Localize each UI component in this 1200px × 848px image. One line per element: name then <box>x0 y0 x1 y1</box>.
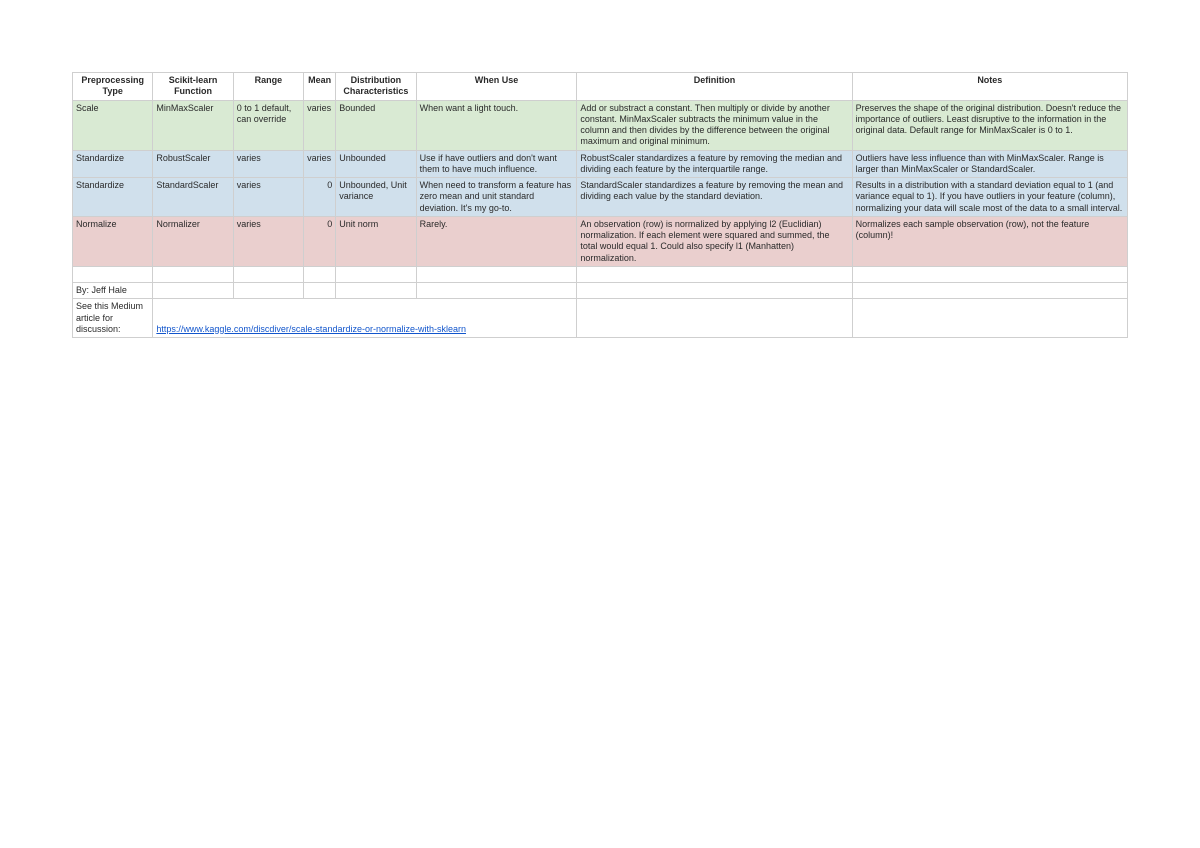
cell-0-1: MinMaxScaler <box>153 100 233 150</box>
cell-1-3: varies <box>304 150 336 178</box>
spacer-cell <box>577 266 852 282</box>
cell-1-0: Standardize <box>73 150 153 178</box>
spacer-cell <box>233 266 303 282</box>
cell-0-6: Add or substract a constant. Then multip… <box>577 100 852 150</box>
col-header-3: Mean <box>304 73 336 101</box>
cell-0-3: varies <box>304 100 336 150</box>
table-row: StandardizeStandardScalervaries0Unbounde… <box>73 178 1128 217</box>
empty-cell <box>233 283 303 299</box>
empty-cell <box>416 283 577 299</box>
spacer-cell <box>153 266 233 282</box>
col-header-5: When Use <box>416 73 577 101</box>
table-row: StandardizeRobustScalervariesvariesUnbou… <box>73 150 1128 178</box>
cell-0-7: Preserves the shape of the original dist… <box>852 100 1127 150</box>
cell-2-4: Unbounded, Unit variance <box>336 178 416 217</box>
preprocessing-table: Preprocessing TypeScikit-learn FunctionR… <box>72 72 1128 338</box>
empty-cell <box>336 283 416 299</box>
cell-1-1: RobustScaler <box>153 150 233 178</box>
cell-2-6: StandardScaler standardizes a feature by… <box>577 178 852 217</box>
table-row: ScaleMinMaxScaler0 to 1 default, can ove… <box>73 100 1128 150</box>
cell-0-5: When want a light touch. <box>416 100 577 150</box>
cell-3-3: 0 <box>304 216 336 266</box>
cell-0-2: 0 to 1 default, can override <box>233 100 303 150</box>
cell-2-2: varies <box>233 178 303 217</box>
cell-3-5: Rarely. <box>416 216 577 266</box>
article-label-cell: See this Medium article for discussion: <box>73 299 153 338</box>
col-header-2: Range <box>233 73 303 101</box>
cell-2-1: StandardScaler <box>153 178 233 217</box>
spacer-cell <box>336 266 416 282</box>
col-header-4: Distribution Characteristics <box>336 73 416 101</box>
empty-cell <box>304 283 336 299</box>
spacer-cell <box>304 266 336 282</box>
col-header-7: Notes <box>852 73 1127 101</box>
col-header-0: Preprocessing Type <box>73 73 153 101</box>
article-row: See this Medium article for discussion:h… <box>73 299 1128 338</box>
empty-cell <box>153 283 233 299</box>
byline-cell: By: Jeff Hale <box>73 283 153 299</box>
cell-2-7: Results in a distribution with a standar… <box>852 178 1127 217</box>
cell-1-4: Unbounded <box>336 150 416 178</box>
cell-0-0: Scale <box>73 100 153 150</box>
cell-2-3: 0 <box>304 178 336 217</box>
cell-2-5: When need to transform a feature has zer… <box>416 178 577 217</box>
table-header-row: Preprocessing TypeScikit-learn FunctionR… <box>73 73 1128 101</box>
col-header-1: Scikit-learn Function <box>153 73 233 101</box>
cell-3-2: varies <box>233 216 303 266</box>
cell-3-0: Normalize <box>73 216 153 266</box>
col-header-6: Definition <box>577 73 852 101</box>
cell-1-6: RobustScaler standardizes a feature by r… <box>577 150 852 178</box>
empty-cell <box>577 299 852 338</box>
table-row: NormalizeNormalizervaries0Unit normRarel… <box>73 216 1128 266</box>
empty-cell <box>852 283 1127 299</box>
spacer-cell <box>73 266 153 282</box>
spacer-cell <box>852 266 1127 282</box>
cell-1-7: Outliers have less influence than with M… <box>852 150 1127 178</box>
byline-row: By: Jeff Hale <box>73 283 1128 299</box>
article-link[interactable]: https://www.kaggle.com/discdiver/scale-s… <box>156 324 466 334</box>
empty-cell <box>577 283 852 299</box>
cell-3-6: An observation (row) is normalized by ap… <box>577 216 852 266</box>
spacer-cell <box>416 266 577 282</box>
cell-1-5: Use if have outliers and don't want them… <box>416 150 577 178</box>
article-link-cell: https://www.kaggle.com/discdiver/scale-s… <box>153 299 577 338</box>
cell-3-4: Unit norm <box>336 216 416 266</box>
cell-2-0: Standardize <box>73 178 153 217</box>
spacer-row <box>73 266 1128 282</box>
cell-3-7: Normalizes each sample observation (row)… <box>852 216 1127 266</box>
cell-1-2: varies <box>233 150 303 178</box>
empty-cell <box>852 299 1127 338</box>
cell-0-4: Bounded <box>336 100 416 150</box>
cell-3-1: Normalizer <box>153 216 233 266</box>
